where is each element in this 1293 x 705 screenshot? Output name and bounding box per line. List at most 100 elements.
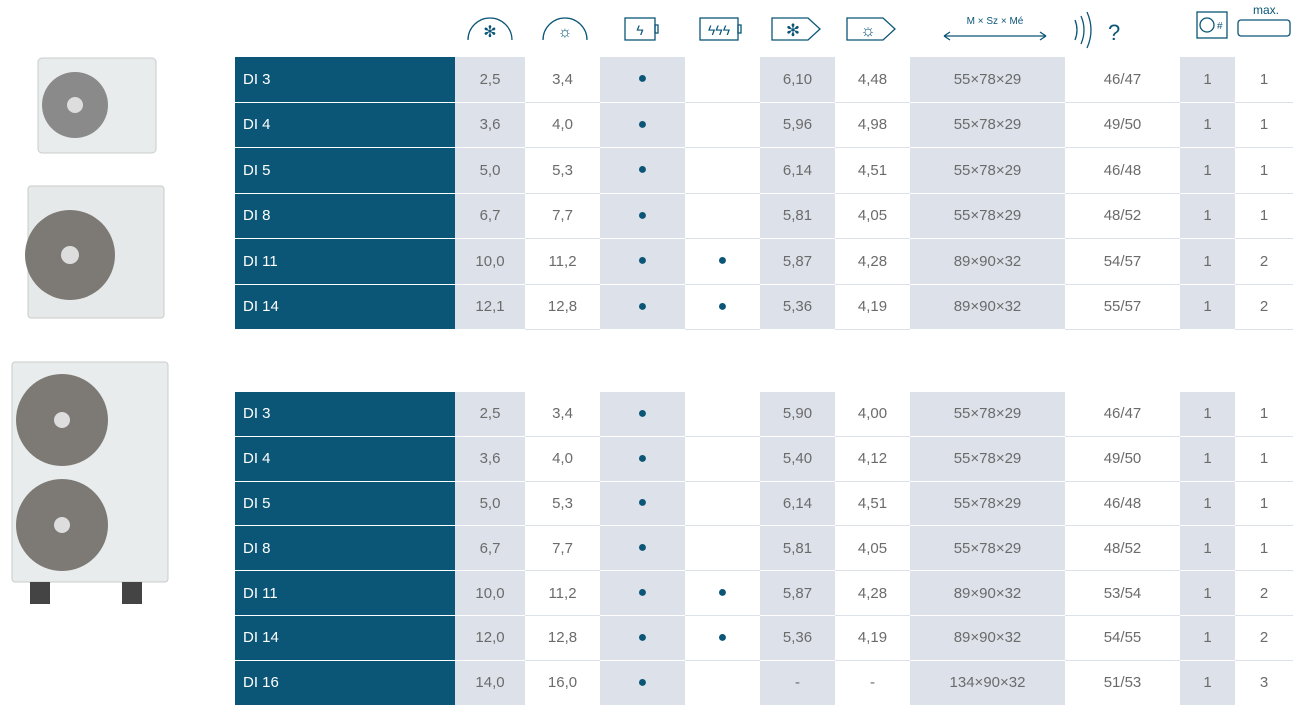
table-cell: ● [600, 616, 685, 661]
table-cell: 5,87 [760, 571, 835, 616]
table-cell [685, 103, 760, 149]
table-cell: 1 [1180, 148, 1235, 194]
svg-text:#: # [1217, 21, 1223, 32]
table-cell [685, 437, 760, 482]
table-cell: 11,2 [525, 239, 600, 285]
table-cell: 4,19 [835, 285, 910, 331]
table-cell: 6,14 [760, 482, 835, 527]
table-cell [685, 526, 760, 571]
table-cell [685, 392, 760, 437]
table-cell: 1 [1180, 482, 1235, 527]
table-cell: 3,4 [525, 392, 600, 437]
table-cell: 55×78×29 [910, 194, 1065, 240]
table-cell: 1 [1180, 392, 1235, 437]
table-cell: 4,28 [835, 239, 910, 285]
table-cell: 5,90 [760, 392, 835, 437]
table-cell: 4,05 [835, 194, 910, 240]
table-cell: 5,0 [455, 482, 525, 527]
table-cell: 2 [1235, 571, 1293, 616]
svg-text:✻: ✻ [483, 24, 496, 41]
table-cell: 3,6 [455, 103, 525, 149]
table-cell: 5,36 [760, 616, 835, 661]
table-cell: 11,2 [525, 571, 600, 616]
table-cell: ● [600, 285, 685, 331]
table-cell: 5,81 [760, 194, 835, 240]
table-cell: 3 [1235, 661, 1293, 705]
table-cell: 4,12 [835, 437, 910, 482]
table-cell: 1 [1235, 437, 1293, 482]
table-cell: 1 [1180, 526, 1235, 571]
table-cell: 4,48 [835, 57, 910, 103]
table-cell: 5,81 [760, 526, 835, 571]
model-name: DI 16 [235, 661, 455, 705]
table-cell: 1 [1180, 285, 1235, 331]
table-cell: 1 [1180, 661, 1235, 705]
table-cell: 89×90×32 [910, 239, 1065, 285]
table-cell: ● [600, 571, 685, 616]
table-cell [685, 661, 760, 705]
table-cell: ● [600, 57, 685, 103]
table-cell [685, 482, 760, 527]
table-cell: 4,28 [835, 571, 910, 616]
table-cell: 3,6 [455, 437, 525, 482]
table-cell: 1 [1180, 57, 1235, 103]
table-cell: 55×78×29 [910, 57, 1065, 103]
table-cell: 12,8 [525, 616, 600, 661]
model-name: DI 11 [235, 239, 455, 285]
table-cell: - [760, 661, 835, 705]
table-cell: ● [600, 437, 685, 482]
table-cell: ● [600, 194, 685, 240]
table-cell: 1 [1235, 57, 1293, 103]
table-cell: ● [600, 661, 685, 705]
table-cell: 46/47 [1065, 392, 1180, 437]
table-cell: 4,98 [835, 103, 910, 149]
table-cell: 10,0 [455, 571, 525, 616]
table-cell: 1 [1180, 239, 1235, 285]
table-cell: 4,19 [835, 616, 910, 661]
model-name: DI 11 [235, 571, 455, 616]
model-name: DI 14 [235, 616, 455, 661]
svg-text:ϟϟϟ: ϟϟϟ [708, 22, 731, 38]
table-cell: 5,0 [455, 148, 525, 194]
table-cell: 1 [1180, 437, 1235, 482]
table-cell: 16,0 [525, 661, 600, 705]
table-cell: 6,14 [760, 148, 835, 194]
table-cell: 55×78×29 [910, 148, 1065, 194]
table-cell: 46/48 [1065, 148, 1180, 194]
table-cell: 48/52 [1065, 526, 1180, 571]
table-cell [685, 57, 760, 103]
svg-text:ϟ: ϟ [636, 22, 644, 38]
table-cell: 46/48 [1065, 482, 1180, 527]
table-cell: 1 [1180, 103, 1235, 149]
table-cell: 10,0 [455, 239, 525, 285]
model-name: DI 3 [235, 392, 455, 437]
table-cell: 3,4 [525, 57, 600, 103]
table-cell: 2,5 [455, 57, 525, 103]
table-cell: 1 [1235, 103, 1293, 149]
table-cell: ● [685, 616, 760, 661]
header-icons: ✻ ☼ ϟ ϟϟϟ ✻ ☼ ? # [468, 12, 1290, 48]
table-cell: 54/57 [1065, 239, 1180, 285]
table-cell: 46/47 [1065, 57, 1180, 103]
table-cell: 4,00 [835, 392, 910, 437]
table-cell: 49/50 [1065, 437, 1180, 482]
table-cell: 6,7 [455, 526, 525, 571]
table-cell: 134×90×32 [910, 661, 1065, 705]
table-cell: 4,05 [835, 526, 910, 571]
table-cell: 51/53 [1065, 661, 1180, 705]
table-cell [685, 194, 760, 240]
table-cell: 55×78×29 [910, 103, 1065, 149]
table-cell: 2 [1235, 616, 1293, 661]
table-cell: 1 [1235, 526, 1293, 571]
table-cell: ● [600, 148, 685, 194]
table-cell: 55×78×29 [910, 482, 1065, 527]
table-cell: 4,0 [525, 103, 600, 149]
model-name: DI 4 [235, 437, 455, 482]
table-cell: 53/54 [1065, 571, 1180, 616]
svg-text:✻: ✻ [786, 21, 800, 40]
table-cell: - [835, 661, 910, 705]
table-cell: ● [600, 103, 685, 149]
table-cell: 12,0 [455, 616, 525, 661]
table-cell: 1 [1235, 194, 1293, 240]
table-cell: 89×90×32 [910, 285, 1065, 331]
